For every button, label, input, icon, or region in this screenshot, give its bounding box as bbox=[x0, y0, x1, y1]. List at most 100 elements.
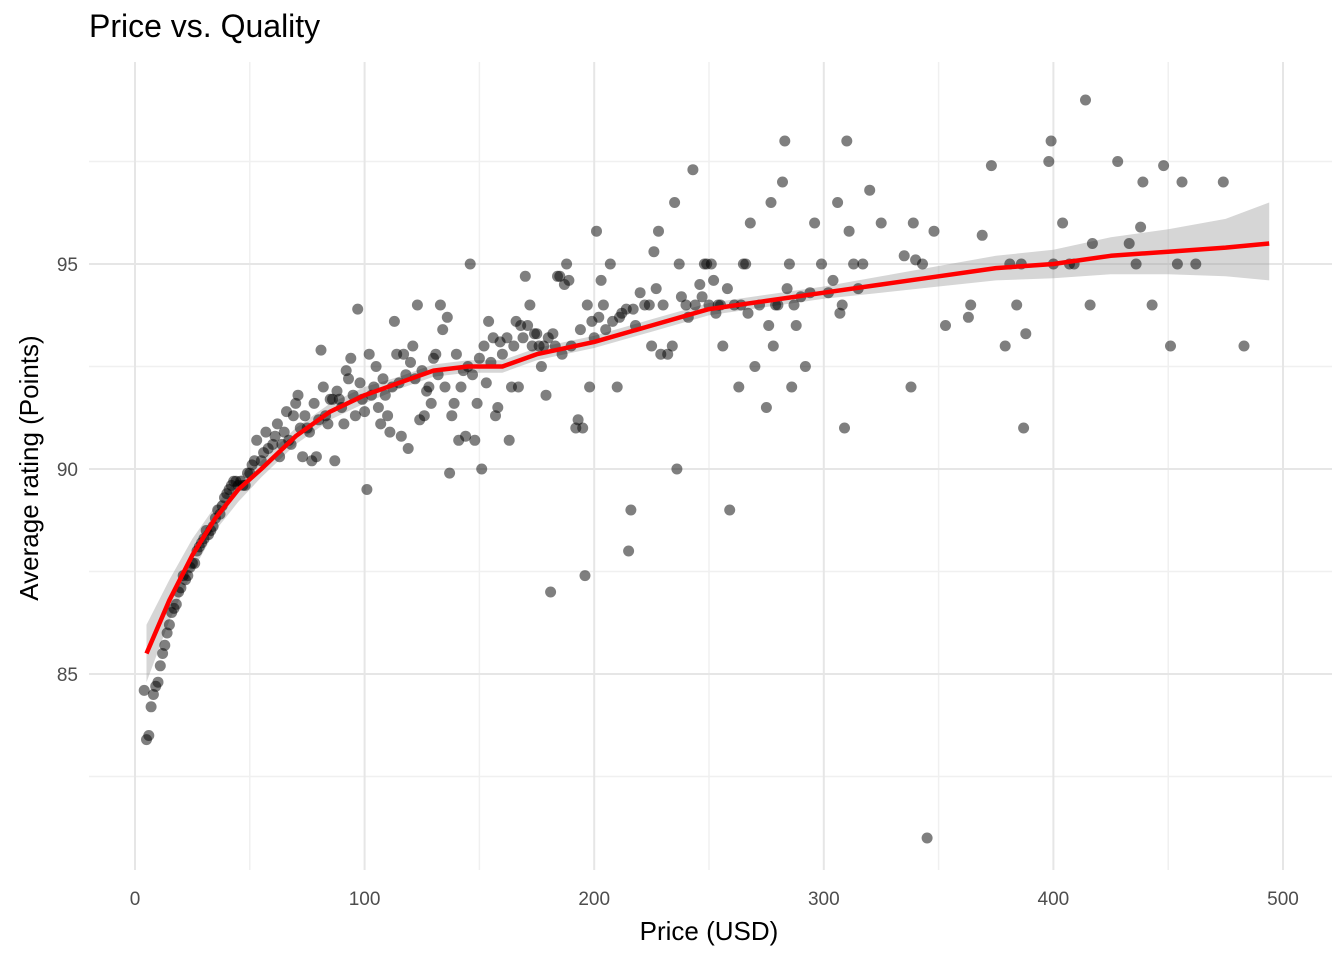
data-point bbox=[1123, 238, 1135, 249]
data-point bbox=[395, 430, 407, 442]
data-point bbox=[724, 504, 736, 516]
data-point bbox=[777, 176, 788, 188]
data-point bbox=[492, 402, 504, 413]
data-point bbox=[740, 258, 752, 270]
data-point bbox=[765, 197, 777, 208]
data-point bbox=[600, 324, 612, 336]
smooth-line-layer bbox=[144, 241, 1270, 655]
data-point bbox=[696, 291, 708, 303]
data-point bbox=[471, 397, 483, 409]
data-point bbox=[145, 701, 157, 713]
data-point bbox=[299, 410, 311, 422]
data-point bbox=[1043, 156, 1055, 167]
data-point bbox=[322, 418, 334, 430]
data-point bbox=[574, 324, 586, 336]
data-point bbox=[687, 164, 699, 176]
data-point bbox=[377, 373, 389, 385]
data-point bbox=[538, 340, 550, 352]
data-point bbox=[999, 340, 1011, 352]
data-point bbox=[653, 225, 664, 237]
data-point bbox=[917, 258, 928, 270]
data-point bbox=[1020, 328, 1032, 340]
data-point bbox=[595, 274, 607, 286]
data-point bbox=[579, 570, 591, 582]
data-point bbox=[799, 361, 811, 372]
data-point bbox=[278, 426, 290, 438]
data-point bbox=[446, 410, 458, 422]
data-point bbox=[317, 381, 329, 393]
data-point bbox=[646, 340, 658, 352]
data-point bbox=[163, 619, 175, 631]
data-point bbox=[352, 303, 364, 315]
data-point bbox=[680, 299, 692, 311]
data-point bbox=[297, 451, 309, 463]
data-point bbox=[260, 426, 272, 438]
data-point bbox=[839, 422, 850, 434]
data-point bbox=[531, 328, 543, 340]
data-point bbox=[1171, 258, 1183, 270]
data-point bbox=[593, 311, 605, 323]
data-point bbox=[650, 283, 662, 295]
x-tick-label: 400 bbox=[1038, 889, 1070, 910]
data-point bbox=[1158, 160, 1170, 172]
data-point bbox=[343, 373, 354, 385]
data-point bbox=[1146, 299, 1158, 311]
data-point bbox=[760, 402, 772, 413]
data-point bbox=[1130, 258, 1142, 270]
data-point bbox=[1011, 299, 1023, 311]
data-point bbox=[483, 315, 495, 327]
data-point bbox=[1057, 217, 1069, 229]
data-point bbox=[430, 348, 442, 360]
data-point bbox=[832, 197, 844, 208]
data-point bbox=[522, 320, 534, 331]
data-point bbox=[671, 463, 683, 475]
data-point bbox=[405, 356, 416, 368]
data-point bbox=[733, 381, 745, 393]
data-point bbox=[634, 287, 646, 299]
data-point bbox=[407, 340, 419, 352]
x-tick-label: 300 bbox=[808, 889, 840, 910]
data-point bbox=[783, 258, 795, 270]
data-point bbox=[354, 377, 366, 389]
data-point bbox=[721, 283, 733, 295]
data-point bbox=[976, 229, 988, 241]
data-point bbox=[921, 832, 933, 844]
data-point bbox=[717, 340, 729, 352]
data-point bbox=[864, 184, 876, 196]
data-point bbox=[411, 299, 423, 311]
data-point bbox=[418, 410, 430, 422]
data-point bbox=[310, 451, 322, 463]
data-point bbox=[841, 135, 853, 147]
data-point bbox=[816, 258, 827, 270]
grid bbox=[89, 62, 1332, 870]
data-point bbox=[669, 197, 681, 208]
data-point bbox=[790, 320, 802, 331]
data-point bbox=[379, 389, 391, 401]
data-point bbox=[398, 348, 410, 360]
data-point bbox=[473, 352, 485, 364]
data-point bbox=[508, 340, 520, 352]
data-point bbox=[517, 332, 529, 344]
data-point bbox=[512, 381, 524, 393]
y-axis-title: Average rating (Points) bbox=[14, 335, 44, 600]
data-point bbox=[786, 381, 798, 393]
data-point bbox=[402, 443, 414, 454]
data-point bbox=[434, 299, 446, 311]
confidence-band-layer bbox=[146, 202, 1270, 683]
x-tick-label: 0 bbox=[130, 889, 141, 910]
data-point bbox=[540, 389, 552, 401]
data-point bbox=[1018, 422, 1030, 434]
data-point bbox=[708, 274, 720, 286]
data-point bbox=[584, 381, 596, 393]
data-point bbox=[928, 225, 940, 237]
data-point bbox=[836, 299, 848, 311]
data-point bbox=[749, 361, 761, 372]
data-point bbox=[292, 389, 304, 401]
data-point bbox=[875, 217, 887, 229]
data-point bbox=[962, 311, 974, 323]
data-point bbox=[524, 299, 536, 311]
data-point bbox=[476, 463, 488, 475]
data-point bbox=[604, 258, 616, 270]
data-point bbox=[554, 270, 566, 282]
data-point bbox=[767, 340, 779, 352]
